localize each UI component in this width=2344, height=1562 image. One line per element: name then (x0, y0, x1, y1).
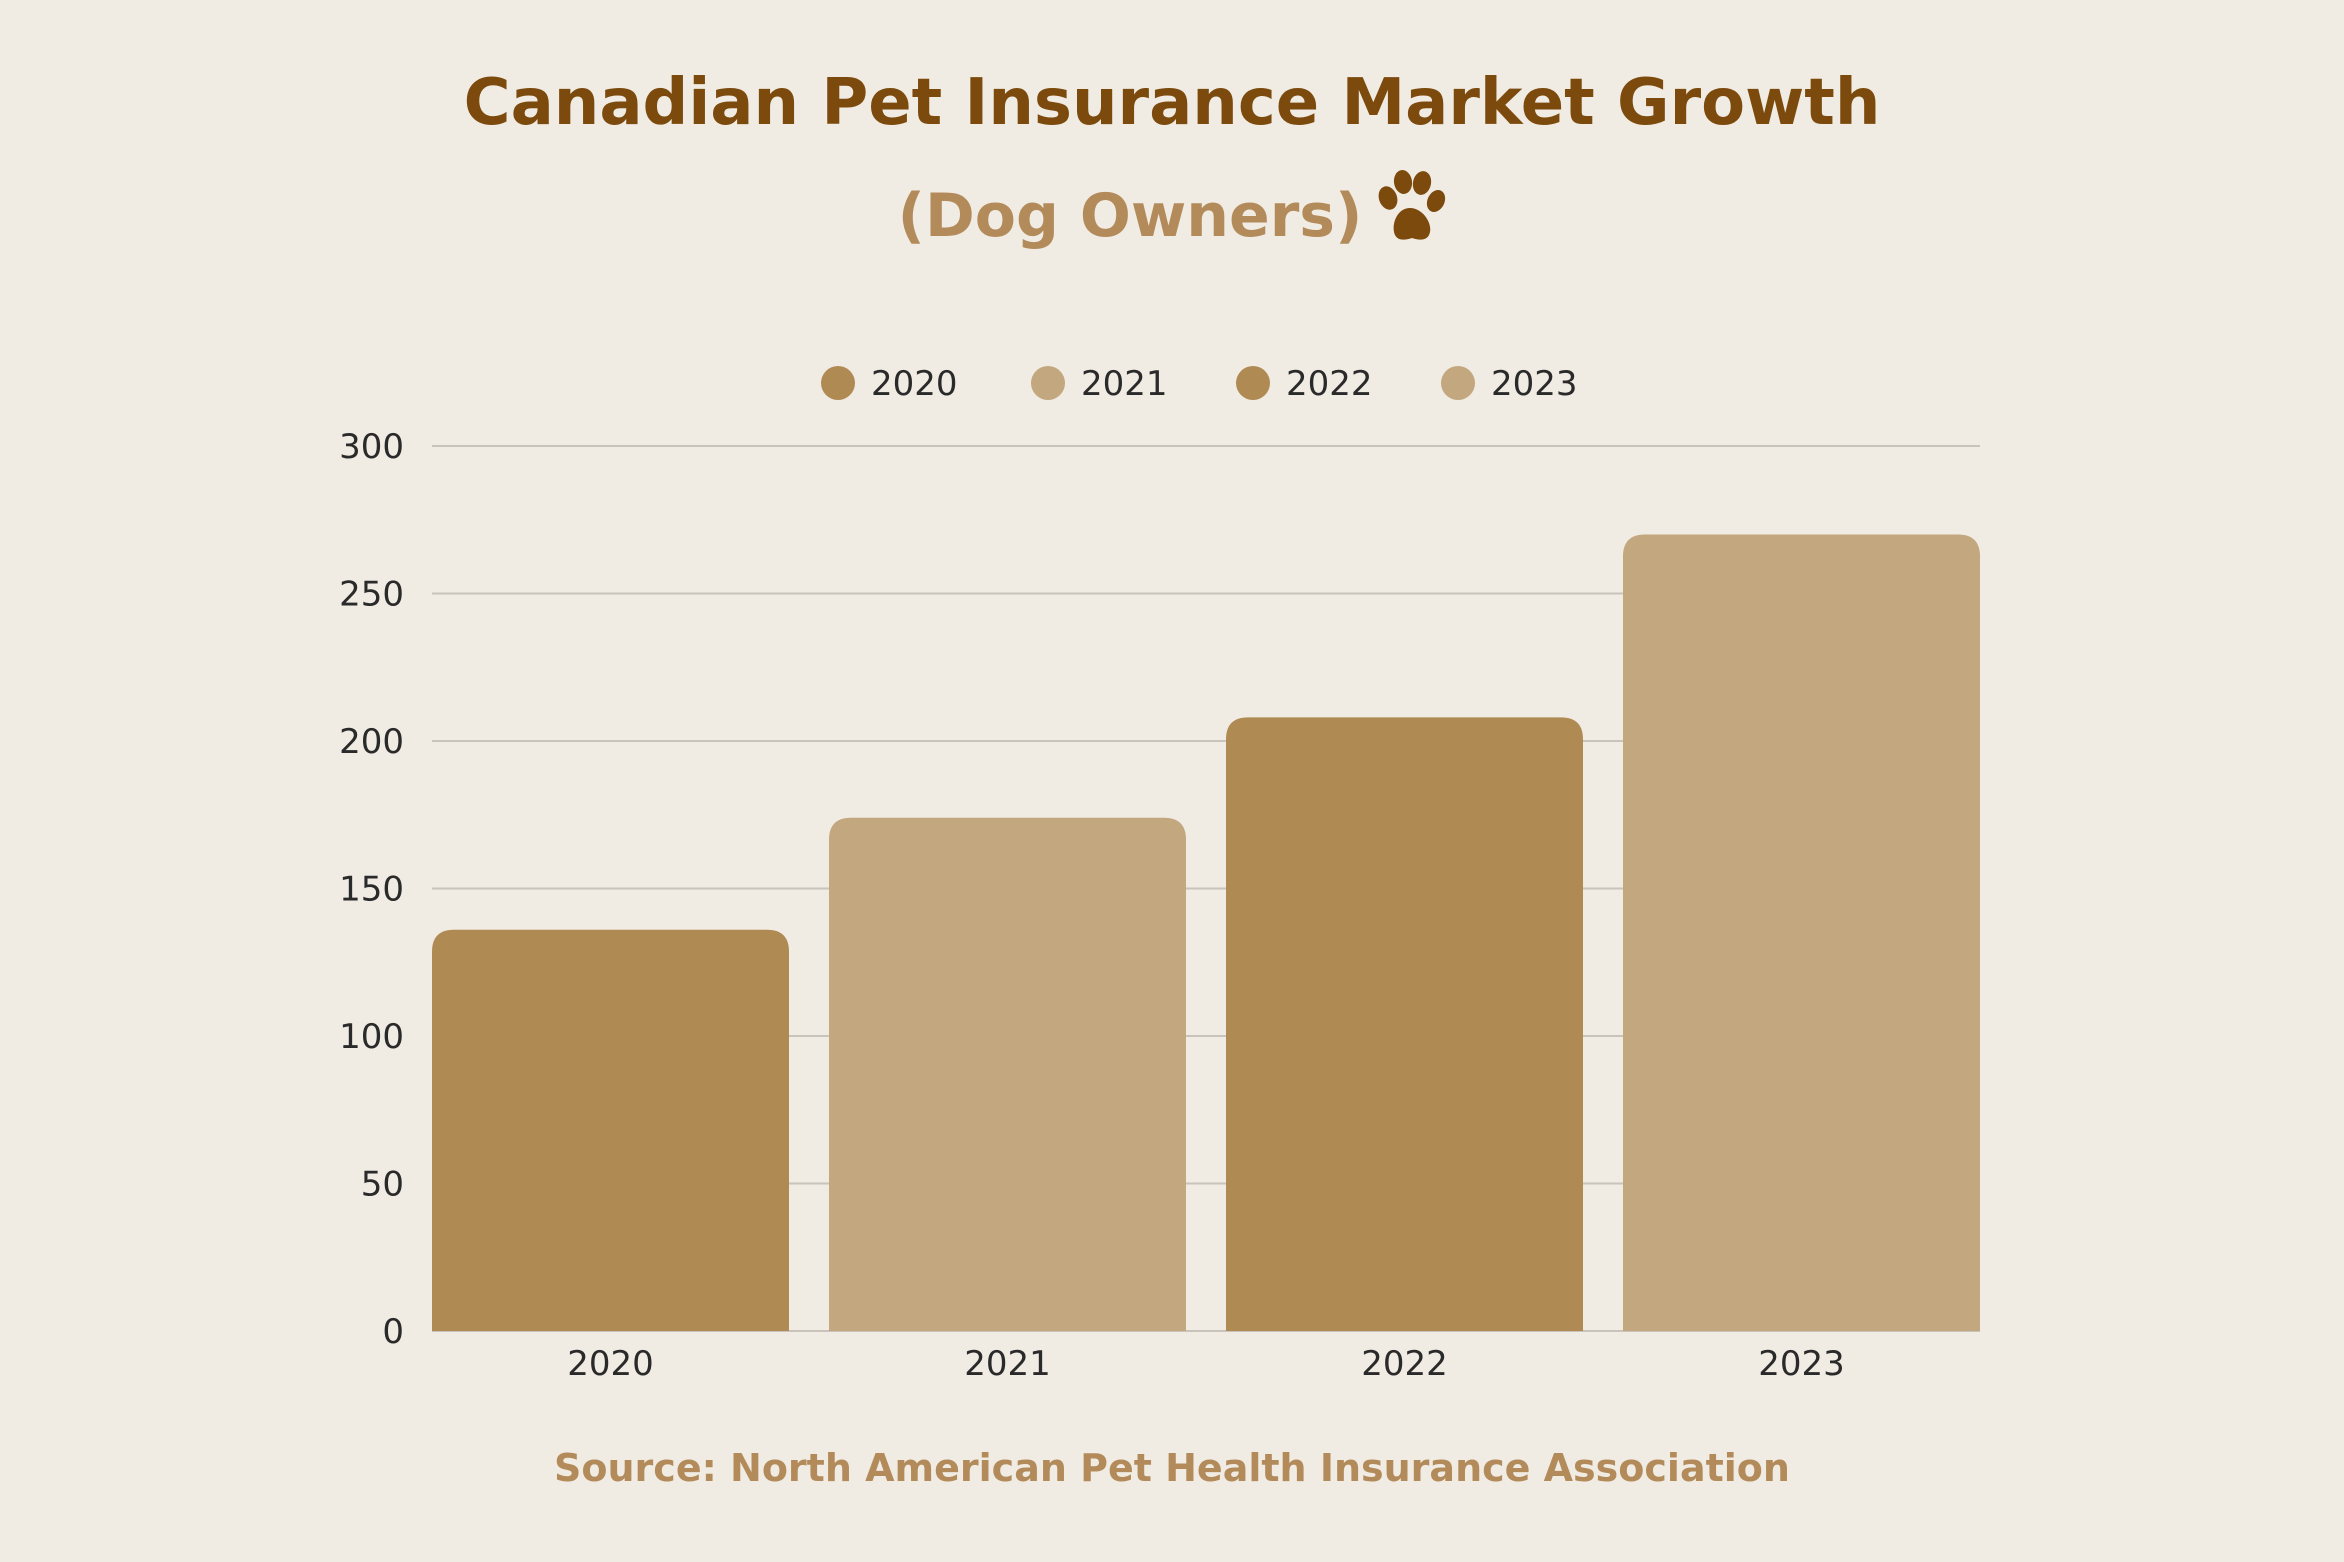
bar-2022 (1226, 717, 1583, 1331)
bars (432, 534, 1980, 1331)
bar-2021 (829, 817, 1186, 1331)
legend-swatch (1441, 366, 1475, 400)
x-tick-label: 2020 (567, 1344, 654, 1384)
y-axis-ticks: 0 50 100 150 200 250 300 (339, 427, 404, 1352)
x-axis-labels: 2020 2021 2022 2023 (567, 1344, 1845, 1384)
legend-label: 2023 (1491, 364, 1578, 404)
y-tick-label: 150 (339, 870, 404, 910)
legend-swatch (1236, 366, 1270, 400)
legend-label: 2021 (1081, 364, 1168, 404)
x-tick-label: 2021 (964, 1344, 1051, 1384)
y-tick-label: 200 (339, 722, 404, 762)
legend-swatch (821, 366, 855, 400)
legend-label: 2020 (871, 364, 958, 404)
source-note: Source: North American Pet Health Insura… (554, 1446, 1790, 1490)
chart-title: Canadian Pet Insurance Market Growth (463, 66, 1881, 140)
x-tick-label: 2023 (1758, 1344, 1845, 1384)
bar-2020 (432, 929, 789, 1331)
y-tick-label: 0 (382, 1312, 404, 1352)
bar-2023 (1623, 534, 1980, 1331)
chart-subtitle-row: (Dog Owners) (0, 168, 2344, 251)
paw-icon (1379, 170, 1446, 240)
y-tick-label: 300 (339, 427, 404, 467)
y-tick-label: 250 (339, 575, 404, 615)
legend-swatch (1031, 366, 1065, 400)
y-tick-label: 50 (361, 1165, 404, 1205)
y-tick-label: 100 (339, 1017, 404, 1057)
chart-legend: 2020 2021 2022 2023 (821, 364, 1578, 404)
x-tick-label: 2022 (1361, 1344, 1448, 1384)
chart-subtitle: (Dog Owners) (897, 181, 1363, 251)
legend-label: 2022 (1286, 364, 1373, 404)
